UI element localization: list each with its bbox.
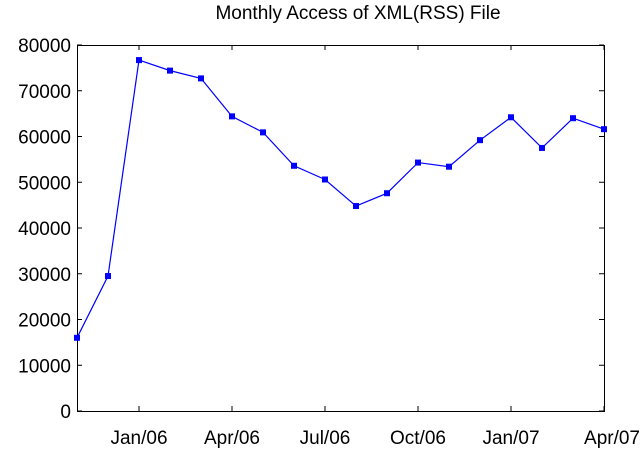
plot-area-frame <box>77 45 605 412</box>
data-point-marker <box>105 273 111 280</box>
data-point-marker <box>167 67 173 74</box>
x-axis: Jan/06 Apr/06 Jul/06 Oct/06 Jan/07 Apr/07 <box>110 45 640 449</box>
y-axis: 0 10000 20000 30000 40000 50000 60000 70000 8000… <box>18 36 604 423</box>
data-point-marker <box>601 126 607 133</box>
data-point-marker <box>136 57 142 64</box>
y-tick-label: 60000 <box>18 128 71 149</box>
y-tick-label: 80000 <box>18 36 71 57</box>
data-point-marker <box>198 75 204 82</box>
y-tick-label: 10000 <box>18 356 71 377</box>
data-point-marker <box>477 137 483 144</box>
x-tick-label: Oct/06 <box>390 428 446 449</box>
data-point-marker <box>415 159 421 166</box>
y-tick-label: 20000 <box>18 311 71 332</box>
data-point-marker <box>384 190 390 197</box>
x-tick-label: Jan/06 <box>110 428 167 449</box>
y-tick-label: 70000 <box>18 82 71 103</box>
data-point-marker <box>291 162 297 169</box>
data-point-marker <box>508 114 514 121</box>
data-point-marker <box>260 129 266 136</box>
y-tick-label: 30000 <box>18 265 71 286</box>
data-point-marker <box>353 203 359 210</box>
data-point-marker <box>74 334 80 341</box>
data-point-marker <box>229 113 235 120</box>
x-tick-label: Apr/07 <box>584 428 640 449</box>
data-point-marker <box>446 163 452 170</box>
series-line <box>76 59 605 339</box>
data-point-marker <box>539 144 545 151</box>
chart-title: Monthly Access of XML(RSS) File <box>215 3 500 24</box>
data-point-marker <box>570 115 576 122</box>
y-tick-label: 40000 <box>18 219 71 240</box>
series-group <box>74 57 607 341</box>
y-tick-label: 50000 <box>18 173 71 194</box>
x-tick-label: Apr/06 <box>204 428 260 449</box>
x-tick-label: Jul/06 <box>300 428 351 449</box>
x-tick-label: Jan/07 <box>482 428 539 449</box>
data-point-marker <box>322 176 328 183</box>
y-tick-label: 0 <box>60 402 71 423</box>
